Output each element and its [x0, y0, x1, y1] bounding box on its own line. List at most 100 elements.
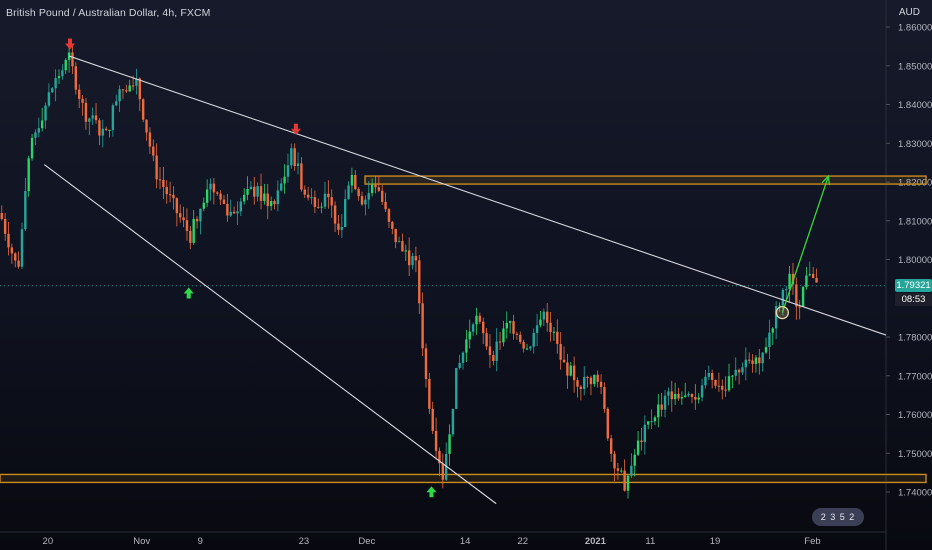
candle-body — [310, 197, 313, 199]
y-tick-label: 1.84000 — [898, 100, 932, 111]
candle-body — [498, 341, 502, 343]
candle-body — [535, 325, 539, 333]
candle-body — [44, 105, 47, 121]
candle-body — [374, 184, 377, 188]
candle-body — [71, 52, 74, 67]
candle-body — [212, 183, 216, 193]
x-tick-label: Nov — [133, 536, 150, 547]
candle-body — [653, 417, 657, 422]
candle-body — [152, 146, 155, 156]
candle-body — [771, 328, 774, 333]
candle-body — [343, 198, 347, 227]
candle-body — [431, 408, 434, 431]
candle-body — [620, 470, 623, 472]
candle-body — [168, 194, 172, 196]
candle-body — [189, 230, 192, 243]
candle-body — [179, 213, 182, 218]
candle-body — [576, 380, 579, 387]
candle-body — [61, 70, 64, 77]
candle-body — [741, 367, 744, 373]
candle-body — [562, 359, 566, 363]
current-price-badge: 1.79321 — [895, 279, 932, 293]
y-tick-label: 1.76000 — [898, 410, 932, 421]
candle-body — [798, 306, 801, 308]
x-tick-label: Dec — [358, 536, 375, 547]
candle-body — [458, 362, 461, 369]
candle-body — [51, 88, 54, 93]
candle-body — [785, 289, 788, 291]
candle-body — [586, 377, 589, 379]
candle-body — [411, 256, 414, 266]
candle-body — [603, 387, 606, 409]
candle-body — [673, 393, 677, 400]
projection-arrow-line — [781, 175, 830, 313]
candle-body — [391, 221, 394, 229]
y-tick-label: 1.74000 — [898, 488, 932, 499]
candle-body — [542, 311, 546, 320]
candle-body — [532, 332, 535, 347]
candle-body — [616, 468, 620, 471]
candle-body — [14, 253, 17, 261]
candle-body — [91, 115, 94, 119]
candle-body — [172, 194, 175, 199]
candle-body — [216, 192, 219, 194]
candle-body — [495, 341, 498, 361]
candle-body — [195, 218, 199, 222]
candle-body — [131, 85, 135, 87]
candle-body — [333, 205, 337, 224]
candle-body — [364, 199, 367, 205]
candle-body — [407, 250, 411, 266]
breakout-circle — [775, 305, 789, 320]
candle-body — [138, 78, 142, 100]
candle-body — [57, 76, 61, 79]
candle-body — [502, 328, 505, 343]
candle-body — [175, 198, 179, 214]
candle-body — [37, 128, 41, 133]
symbol-title: British Pound / Australian Dollar, 4h, F… — [6, 7, 211, 19]
candle-body — [488, 346, 492, 356]
candle-body — [485, 333, 488, 347]
candle-body — [162, 179, 165, 188]
candle-body — [337, 223, 340, 230]
candle-body — [280, 183, 283, 191]
candle-body — [583, 377, 586, 389]
candle-body — [64, 59, 67, 71]
candle-body — [141, 99, 145, 120]
candle-body — [273, 201, 276, 205]
candle-body — [559, 343, 562, 360]
candle-body — [505, 322, 508, 329]
candle-body — [40, 120, 44, 129]
candle-body — [357, 189, 360, 197]
candle-body — [593, 374, 596, 385]
candle-body — [418, 260, 421, 304]
candle-body — [360, 196, 364, 205]
candle-body — [754, 357, 758, 364]
candle-body — [414, 256, 418, 261]
candle-body — [522, 341, 525, 349]
candle-body — [525, 348, 529, 350]
candle-body — [650, 421, 653, 423]
candle-body — [727, 376, 731, 391]
candle-body — [657, 404, 660, 418]
candle-body — [296, 163, 300, 167]
candle-body — [74, 66, 78, 90]
candle-body — [434, 430, 438, 451]
candle-body — [687, 393, 690, 396]
candle-body — [34, 132, 37, 138]
candle-body — [758, 357, 761, 364]
candle-body — [677, 393, 680, 399]
candle-body — [475, 315, 478, 325]
candle-body — [680, 397, 684, 399]
candle-body — [222, 199, 226, 204]
candle-body — [512, 321, 515, 334]
candle-body — [135, 78, 138, 86]
candle-body — [613, 453, 616, 469]
candle-body — [623, 470, 626, 491]
candle-body — [721, 385, 724, 390]
candle-body — [737, 369, 741, 373]
candle-body — [549, 322, 552, 332]
y-tick-label: 1.85000 — [898, 61, 932, 72]
candle-body — [515, 333, 519, 335]
